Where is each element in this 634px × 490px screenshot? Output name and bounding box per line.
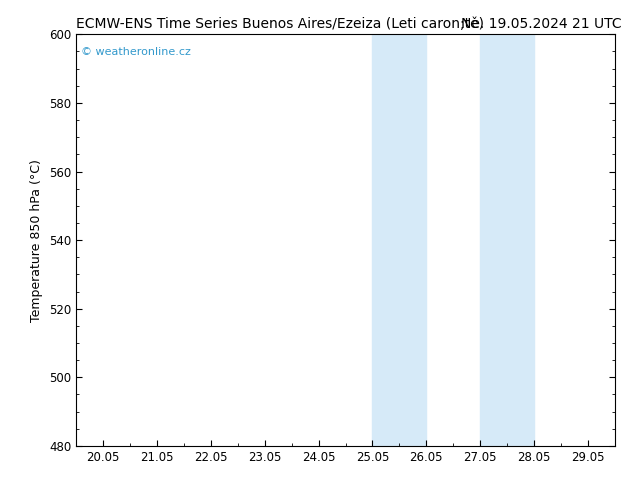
Y-axis label: Temperature 850 hPa (°C): Temperature 850 hPa (°C)	[30, 159, 43, 321]
Text: ECMW-ENS Time Series Buenos Aires/Ezeiza (Leti caron;tě): ECMW-ENS Time Series Buenos Aires/Ezeiza…	[76, 17, 484, 31]
Bar	[481, 34, 534, 446]
Text: Ne. 19.05.2024 21 UTC: Ne. 19.05.2024 21 UTC	[461, 17, 621, 31]
Text: © weatheronline.cz: © weatheronline.cz	[81, 47, 191, 57]
Bar	[373, 34, 426, 446]
